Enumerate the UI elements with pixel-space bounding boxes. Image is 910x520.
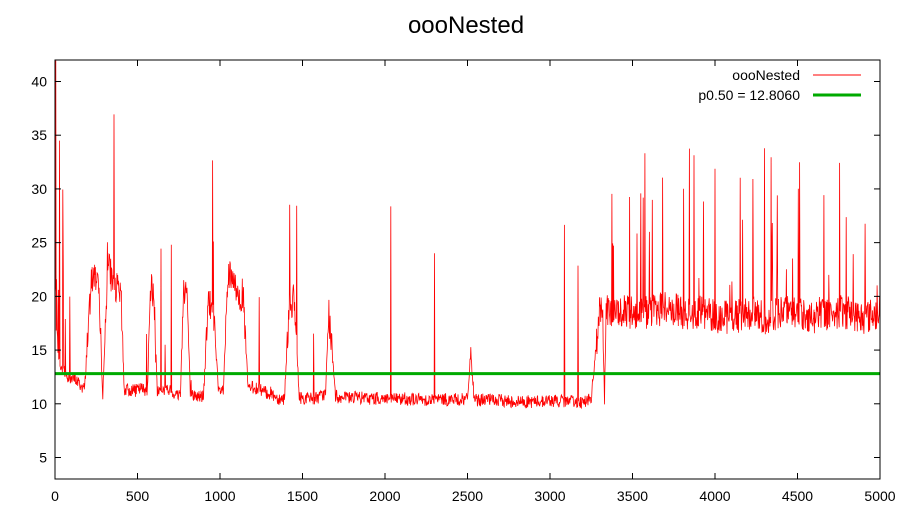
y-tick-label: 5 (39, 450, 47, 466)
x-tick-label: 2500 (452, 488, 483, 504)
y-tick-label: 40 (31, 73, 47, 89)
y-tick-label: 25 (31, 235, 47, 251)
legend-label-1: p0.50 = 12.8060 (698, 87, 800, 103)
series-line-ooonested (55, 60, 880, 410)
ticks-layer: 0 500 1000 1500 2000 2500 3000 3500 4000 4500 5000… (31, 60, 896, 504)
plot-frame (54, 59, 881, 480)
x-tick-label: 4500 (782, 488, 813, 504)
y-tick-label: 20 (31, 288, 47, 304)
x-tick-label: 5000 (864, 488, 895, 504)
y-tick-label: 10 (31, 396, 47, 412)
x-tick-label: 1500 (287, 488, 318, 504)
x-tick-label: 500 (126, 488, 150, 504)
x-tick-label: 3500 (617, 488, 648, 504)
x-tick-label: 2000 (369, 488, 400, 504)
y-tick-label: 30 (31, 181, 47, 197)
series-layer (55, 60, 880, 410)
chart-title: oooNested (408, 12, 524, 39)
legend-label-0: oooNested (732, 67, 800, 83)
legend: oooNested p0.50 = 12.8060 (698, 67, 861, 103)
x-tick-label: 0 (51, 488, 59, 504)
x-tick-label: 3000 (534, 488, 565, 504)
x-tick-label: 4000 (699, 488, 730, 504)
x-tick-label: 1000 (204, 488, 235, 504)
y-tick-label: 15 (31, 342, 47, 358)
y-tick-label: 35 (31, 127, 47, 143)
